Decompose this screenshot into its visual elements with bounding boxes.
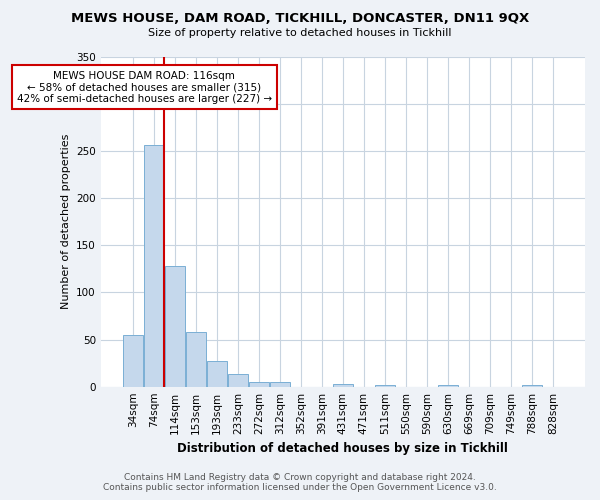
Y-axis label: Number of detached properties: Number of detached properties [61,134,71,310]
Bar [123,335,143,386]
Text: MEWS HOUSE, DAM ROAD, TICKHILL, DONCASTER, DN11 9QX: MEWS HOUSE, DAM ROAD, TICKHILL, DONCASTE… [71,12,529,26]
Bar [165,266,185,386]
Bar [522,385,542,386]
Bar [249,382,269,386]
Bar [207,361,227,386]
Bar [438,385,458,386]
Text: Contains HM Land Registry data © Crown copyright and database right 2024.
Contai: Contains HM Land Registry data © Crown c… [103,473,497,492]
Bar [228,374,248,386]
Text: Size of property relative to detached houses in Tickhill: Size of property relative to detached ho… [148,28,452,38]
X-axis label: Distribution of detached houses by size in Tickhill: Distribution of detached houses by size … [178,442,508,455]
Text: MEWS HOUSE DAM ROAD: 116sqm
← 58% of detached houses are smaller (315)
42% of se: MEWS HOUSE DAM ROAD: 116sqm ← 58% of det… [17,70,272,104]
Bar [333,384,353,386]
Bar [186,332,206,386]
Bar [375,385,395,386]
Bar [144,145,164,386]
Bar [270,382,290,386]
